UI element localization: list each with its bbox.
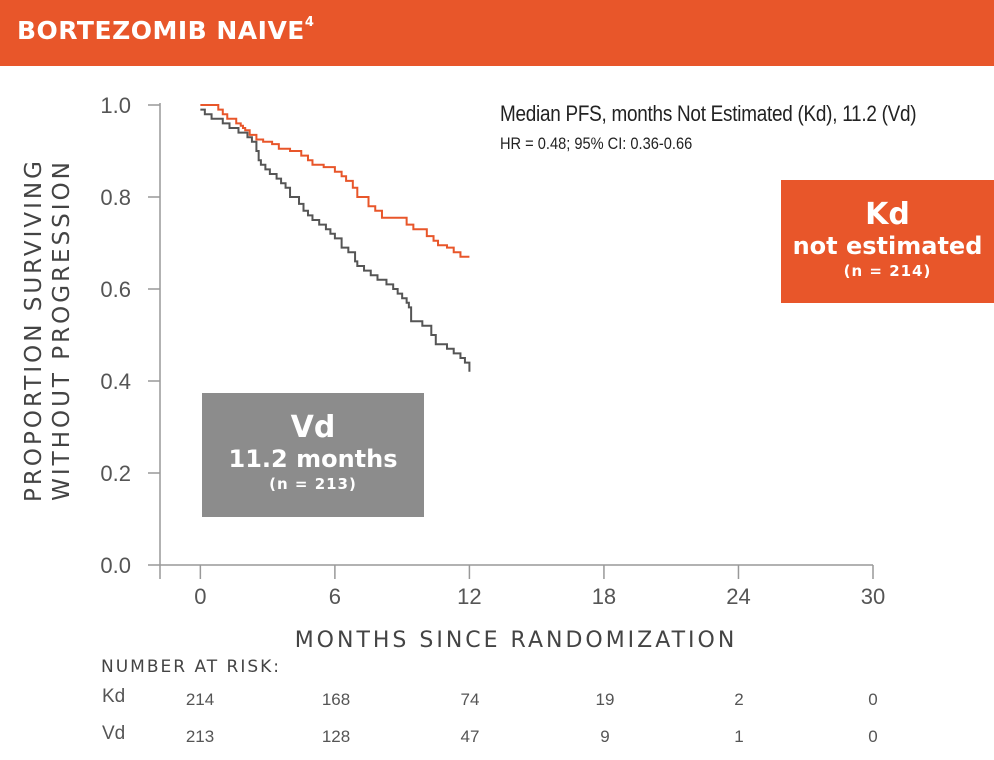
- risk-value: 0: [868, 727, 878, 746]
- x-tick-label: 6: [329, 584, 341, 609]
- y-axis-label: PROPORTION SURVIVING WITHOUT PROGRESSION: [20, 120, 76, 540]
- series-layer: [200, 104, 471, 372]
- risk-value: 19: [595, 690, 615, 709]
- hazard-ratio-annotation: HR = 0.48; 95% CI: 0.36-0.66: [500, 134, 693, 153]
- x-tick-label: 30: [861, 584, 885, 609]
- x-tick-label: 24: [726, 584, 750, 609]
- risk-row-label-vd: Vd: [102, 723, 126, 744]
- risk-value: 47: [460, 727, 480, 746]
- kd-callout-name: Kd: [865, 197, 910, 232]
- header-bar: BORTEZOMIB NAIVE4: [0, 0, 994, 66]
- y-tick-label: 0.6: [100, 277, 131, 302]
- series-line-kd: [200, 104, 470, 258]
- kd-callout-value: not estimated: [792, 232, 983, 260]
- y-tick-label: 0.0: [100, 553, 131, 578]
- risk-row-label-kd: Kd: [102, 686, 126, 707]
- x-axis-label: MONTHS SINCE RANDOMIZATION: [294, 628, 738, 653]
- x-tick-label: 12: [457, 584, 481, 609]
- vd-callout-n: (n = 213): [269, 475, 357, 493]
- x-tick-label: 18: [592, 584, 616, 609]
- risk-table-title: NUMBER AT RISK:: [101, 657, 282, 677]
- title-text: BORTEZOMIB NAIVE: [17, 16, 305, 45]
- y-tick-label: 0.2: [100, 461, 131, 486]
- risk-value: 213: [185, 727, 215, 746]
- title-superscript: 4: [304, 14, 315, 30]
- y-tick-label: 0.8: [100, 185, 131, 210]
- vd-callout-value: 11.2 months: [228, 445, 398, 473]
- kd-callout-n: (n = 214): [843, 262, 932, 280]
- vd-callout-box: Vd 11.2 months (n = 213): [202, 393, 424, 517]
- series-line-vd: [200, 108, 471, 372]
- risk-value: 0: [868, 690, 878, 709]
- risk-value: 128: [321, 727, 351, 746]
- risk-value: 168: [321, 690, 351, 709]
- y-tick-label: 0.4: [100, 369, 131, 394]
- page-title: BORTEZOMIB NAIVE4: [17, 14, 315, 45]
- kd-callout-box: Kd not estimated (n = 214): [781, 180, 994, 303]
- y-axis-label-line-1: PROPORTION SURVIVING: [21, 158, 47, 502]
- risk-value: 74: [460, 690, 480, 709]
- x-tick-label: 0: [194, 584, 206, 609]
- risk-value: 214: [185, 690, 215, 709]
- risk-value: 1: [734, 727, 744, 746]
- vd-callout-name: Vd: [290, 410, 336, 445]
- axes: 0.0 0.2 0.4 0.6 0.8 1.0 0 6 12 18 24 30: [100, 93, 885, 609]
- risk-value: 9: [600, 727, 610, 746]
- y-tick-label: 1.0: [100, 93, 131, 118]
- median-pfs-annotation: Median PFS, months Not Estimated (Kd), 1…: [500, 101, 917, 126]
- y-axis-label-line-2: WITHOUT PROGRESSION: [49, 159, 75, 501]
- risk-value: 2: [734, 690, 744, 709]
